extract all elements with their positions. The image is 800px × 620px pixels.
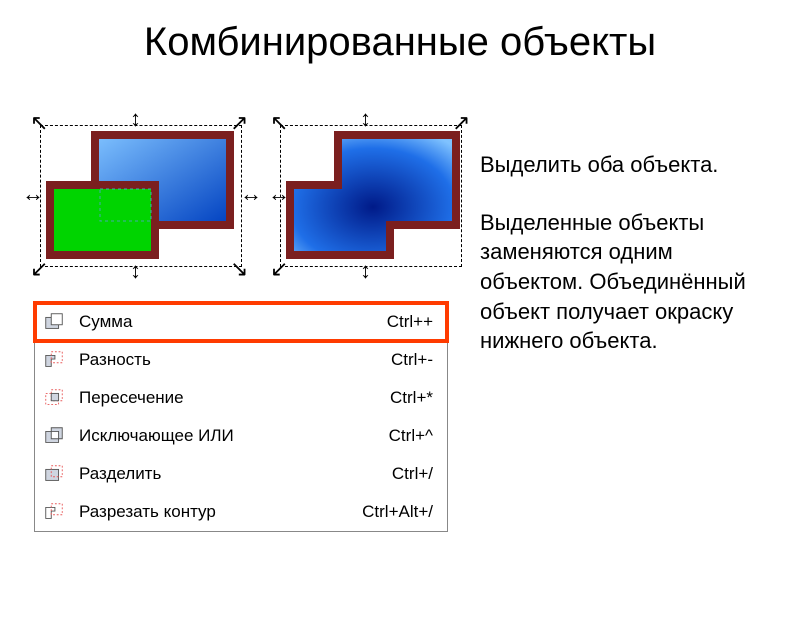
left-shapes [40,125,240,265]
menu-item-sum[interactable]: Сумма Ctrl++ [35,303,447,341]
difference-icon [43,349,65,371]
menu-label: Разделить [79,464,392,484]
menu-item-divide[interactable]: Разделить Ctrl+/ [35,455,447,493]
menu-label: Пересечение [79,388,390,408]
divide-icon [43,463,65,485]
menu-label: Разность [79,350,391,370]
path-operations-menu: Сумма Ctrl++ Разность Ctrl+- Пересечение… [34,302,448,532]
sum-icon [43,311,65,333]
menu-item-difference[interactable]: Разность Ctrl+- [35,341,447,379]
page-title: Комбинированные объекты [0,20,800,65]
combined-shapes-illustration: ↖ ↕ ↗ ↔ ↔ ↙ ↕ ↘ ↖ ↕ ↗ ↔ ↙ ↕ [30,120,460,290]
intersection-icon [43,387,65,409]
description-line-2: Выделенные объекты заменяются одним объе… [480,208,780,356]
menu-shortcut: Ctrl+^ [389,426,433,446]
menu-item-xor[interactable]: Исключающее ИЛИ Ctrl+^ [35,417,447,455]
cut-path-icon [43,501,65,523]
right-shape-union [280,125,465,270]
menu-label: Сумма [79,312,387,332]
menu-shortcut: Ctrl+* [390,388,433,408]
menu-item-cut-path[interactable]: Разрезать контур Ctrl+Alt+/ [35,493,447,531]
menu-shortcut: Ctrl++ [387,312,433,332]
description-line-1: Выделить оба объекта. [480,150,780,180]
xor-icon [43,425,65,447]
description-text: Выделить оба объекта. Выделенные объекты… [480,150,780,384]
menu-label: Исключающее ИЛИ [79,426,389,446]
menu-shortcut: Ctrl+- [391,350,433,370]
arrow-e: ↔ [240,183,262,205]
menu-shortcut: Ctrl+Alt+/ [362,502,433,522]
menu-shortcut: Ctrl+/ [392,464,433,484]
menu-label: Разрезать контур [79,502,362,522]
menu-item-intersection[interactable]: Пересечение Ctrl+* [35,379,447,417]
